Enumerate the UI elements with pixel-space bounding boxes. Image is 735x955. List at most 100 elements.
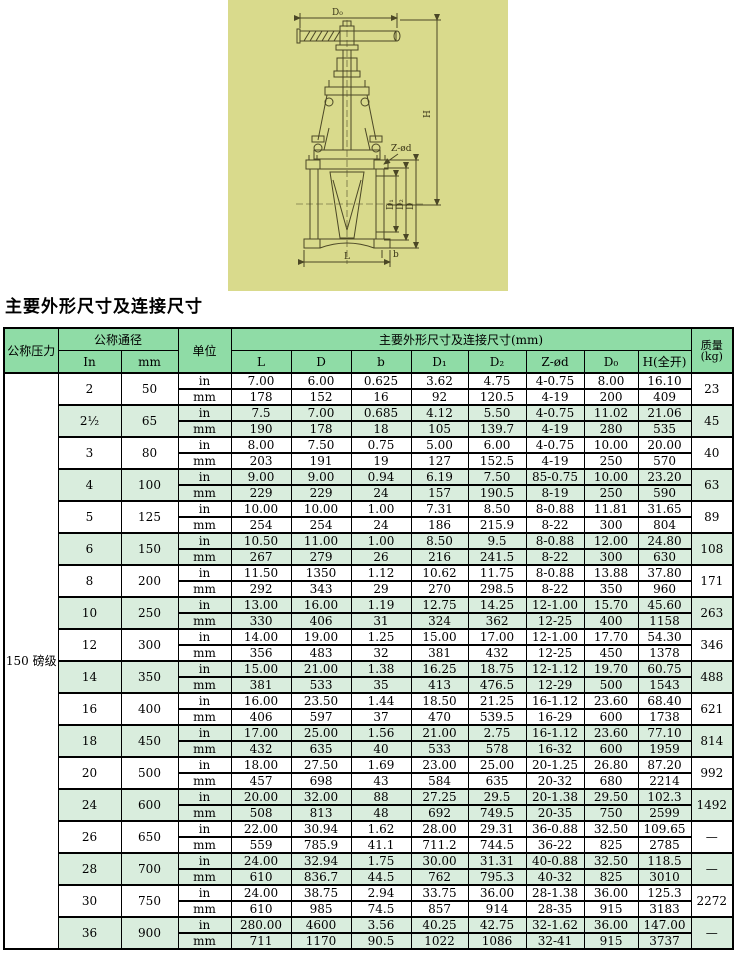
dim-cell: 152	[290, 388, 352, 406]
dim-cell: 77.10	[637, 724, 692, 742]
dim-cell: 23.60	[583, 692, 639, 710]
table-row-in: 10 250 in 13.00 16.00 1.19 12.75 14.25 12-1.00 15…	[4, 596, 734, 630]
dim-cell: 584	[410, 772, 469, 790]
size-in-cell: 16	[57, 692, 122, 726]
dim-cell: 4-19	[525, 420, 585, 438]
dim-cell: 8-22	[525, 516, 585, 534]
dim-cell: 24	[350, 516, 412, 534]
size-in-cell: 8	[57, 564, 122, 598]
table-row-mm: mm 559 785.9 41.1 711.2 744.5 36-22 825 2785	[4, 836, 733, 854]
dim-cell: 21.25	[467, 692, 527, 710]
dim-cell: 2214	[637, 772, 692, 790]
dim-cell: 785.9	[290, 836, 352, 854]
table-row-in: 6 150 in 10.50 11.00 1.00 8.50 9.5 8-0.88 12.00 24…	[4, 532, 734, 566]
header-dims-group: 主要外形尺寸及连接尺寸(mm)	[230, 327, 692, 351]
dim-cell: 87.20	[637, 756, 692, 774]
dim-cell: 37	[350, 708, 412, 726]
dim-cell: 28-1.38	[525, 884, 585, 902]
dim-cell: 26.80	[583, 756, 639, 774]
dim-cell: 610	[230, 868, 292, 886]
dim-cell: 35	[350, 676, 412, 694]
dim-cell: 1959	[637, 740, 692, 758]
dim-cell: 4-0.75	[525, 404, 585, 422]
size-in-cell: 18	[57, 724, 122, 758]
mass-cell: 89	[690, 500, 734, 534]
header-row-1: 公称压力 公称通径 单位 主要外形尺寸及连接尺寸(mm) 质量 (kg)	[3, 327, 734, 374]
header-diameter: 公称通径	[57, 327, 179, 351]
diagram-label-l: L	[344, 252, 350, 262]
dim-cell: 4600	[290, 916, 352, 934]
dim-cell: 215.9	[467, 516, 527, 534]
dim-cell: 5.50	[467, 404, 527, 422]
dim-cell: 147.00	[637, 916, 692, 934]
header-row-2: In mm L D b D₁ D₂ Z-ød D₀ H(全开)	[4, 350, 733, 374]
size-mm-cell: 750	[120, 884, 179, 918]
dim-cell: 38.75	[290, 884, 352, 902]
dim-cell: 28-35	[525, 900, 585, 918]
dim-cell: 11.02	[583, 404, 639, 422]
unit-cell: in	[177, 404, 232, 422]
mass-cell: 1492	[690, 788, 734, 822]
size-mm-cell: 150	[120, 532, 179, 566]
dim-cell: 127	[410, 452, 469, 470]
unit-cell: in	[177, 628, 232, 646]
size-in-cell: 4	[57, 468, 122, 502]
dim-cell: 4.12	[410, 404, 469, 422]
dim-cell: 292	[230, 580, 292, 598]
unit-cell: mm	[177, 580, 232, 598]
table-row-in: 150 磅级 2 50 in 7.00 6.00 0.625 3.62 4.75 4-0.75 8.…	[3, 372, 734, 950]
dim-cell: 29.31	[467, 820, 527, 838]
dim-cell: 381	[410, 644, 469, 662]
mass-cell: 621	[690, 692, 734, 726]
unit-cell: mm	[177, 516, 232, 534]
table-row-mm: mm 381 533 35 413 476.5 12-29 500 1543	[4, 676, 733, 694]
dim-cell: 350	[583, 580, 639, 598]
size-in-cell: 2½	[57, 404, 122, 438]
unit-cell: mm	[177, 868, 232, 886]
unit-cell: mm	[177, 804, 232, 822]
unit-cell: in	[177, 884, 232, 902]
size-mm-cell: 65	[120, 404, 179, 438]
dim-cell: 19.70	[583, 660, 639, 678]
mass-cell: 992	[690, 756, 734, 790]
unit-cell: in	[177, 692, 232, 710]
dim-cell: 343	[290, 580, 352, 598]
dim-cell: 762	[410, 868, 469, 886]
dim-cell: 804	[637, 516, 692, 534]
header-col-D: D	[290, 350, 352, 374]
dim-cell: 457	[230, 772, 292, 790]
dim-cell: 298.5	[467, 580, 527, 598]
dim-cell: 31	[350, 612, 412, 630]
dim-cell: 7.50	[290, 436, 352, 454]
dim-cell: 915	[583, 932, 639, 950]
dim-cell: 680	[583, 772, 639, 790]
dim-cell: 813	[290, 804, 352, 822]
dim-cell: 692	[410, 804, 469, 822]
dim-cell: 1.69	[350, 756, 412, 774]
table-row-in: 16 400 in 16.00 23.50 1.44 18.50 21.25 16-1.12 23…	[4, 692, 734, 726]
dim-cell: 48	[350, 804, 412, 822]
dim-cell: 1.25	[350, 628, 412, 646]
dim-cell: 1378	[637, 644, 692, 662]
dim-cell: 29.5	[467, 788, 527, 806]
unit-cell: mm	[177, 548, 232, 566]
dim-cell: 186	[410, 516, 469, 534]
dim-cell: 36-22	[525, 836, 585, 854]
header-mass-line2: (kg)	[700, 349, 723, 363]
size-in-cell: 2	[57, 372, 122, 406]
dim-cell: 1.00	[350, 500, 412, 518]
dim-cell: 597	[290, 708, 352, 726]
dim-cell: 450	[583, 644, 639, 662]
table-row-in: 2½ 65 in 7.5 7.00 0.685 4.12 5.50 4-0.75 11.02 21.…	[4, 404, 734, 438]
size-in-cell: 12	[57, 628, 122, 662]
dim-cell: 600	[583, 740, 639, 758]
dim-cell: 635	[290, 740, 352, 758]
dim-cell: 32-41	[525, 932, 585, 950]
dim-cell: 24	[350, 484, 412, 502]
unit-cell: mm	[177, 836, 232, 854]
dim-cell: 14.25	[467, 596, 527, 614]
size-mm-cell: 400	[120, 692, 179, 726]
dim-cell: 250	[583, 484, 639, 502]
unit-cell: in	[177, 500, 232, 518]
table-row-in: 4 100 in 9.00 9.00 0.94 6.19 7.50 85-0.75 10.00 23…	[4, 468, 734, 502]
